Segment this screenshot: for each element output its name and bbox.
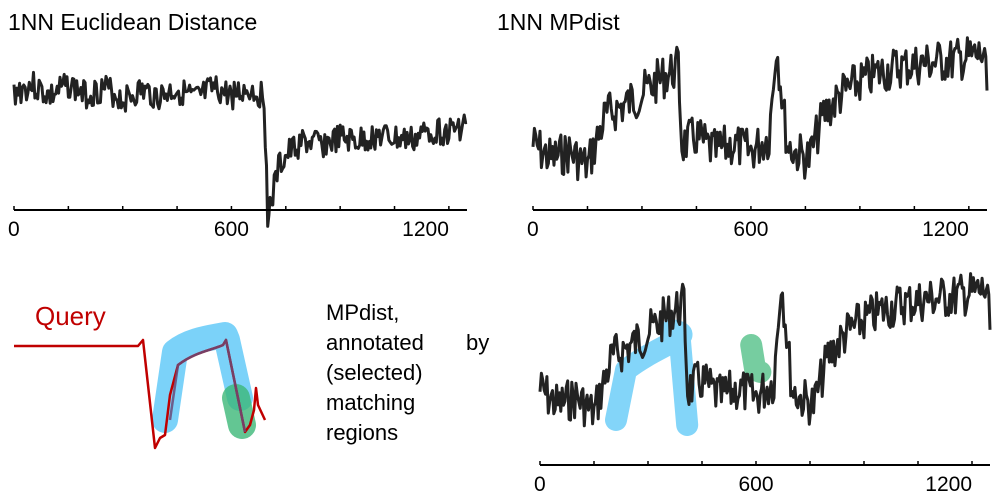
annotation-text: MPdist, annotated by (selected) matching… (326, 300, 489, 445)
x-ticks-mpdist: 0 600 1200 (527, 206, 969, 241)
x-tick-label: 600 (733, 218, 768, 241)
panel-euclidean: 1NN Euclidean Distance 0 600 1200 (8, 9, 467, 241)
annotation-line-1: MPdist, (326, 300, 399, 325)
annotation-line-4: (selected) (326, 360, 423, 385)
x-tick-label: 1200 (925, 473, 972, 496)
x-tick-label: 1200 (922, 218, 969, 241)
title-mpdist: 1NN MPdist (497, 9, 620, 35)
annotation-line-5: matching (326, 390, 415, 415)
series-euclidean-line (14, 72, 467, 226)
query-panel: Query (14, 301, 265, 448)
query-label: Query (35, 301, 106, 331)
panel-mpdist-annotated: 0 600 1200 (534, 274, 990, 496)
series-mpdist-line (533, 38, 987, 180)
title-euclidean: 1NN Euclidean Distance (8, 9, 257, 35)
x-ticks-mpdist-annotated: 0 600 1200 (534, 461, 972, 496)
x-tick-label: 0 (534, 473, 546, 496)
annotation-line-6: regions (326, 420, 398, 445)
x-ticks-euclidean: 0 600 1200 (8, 206, 449, 241)
annotation-line-3: by (466, 330, 489, 355)
x-tick-label: 0 (8, 218, 20, 241)
x-tick-label: 1200 (402, 218, 449, 241)
highlight-region-green (751, 345, 760, 372)
x-tick-label: 600 (738, 473, 773, 496)
panel-mpdist: 1NN MPdist 0 600 1200 (497, 9, 987, 241)
x-tick-label: 0 (527, 218, 539, 241)
series-mpdist-annotated-line (540, 274, 990, 426)
annotation-line-2: annotated (326, 330, 424, 355)
x-tick-label: 600 (214, 218, 249, 241)
